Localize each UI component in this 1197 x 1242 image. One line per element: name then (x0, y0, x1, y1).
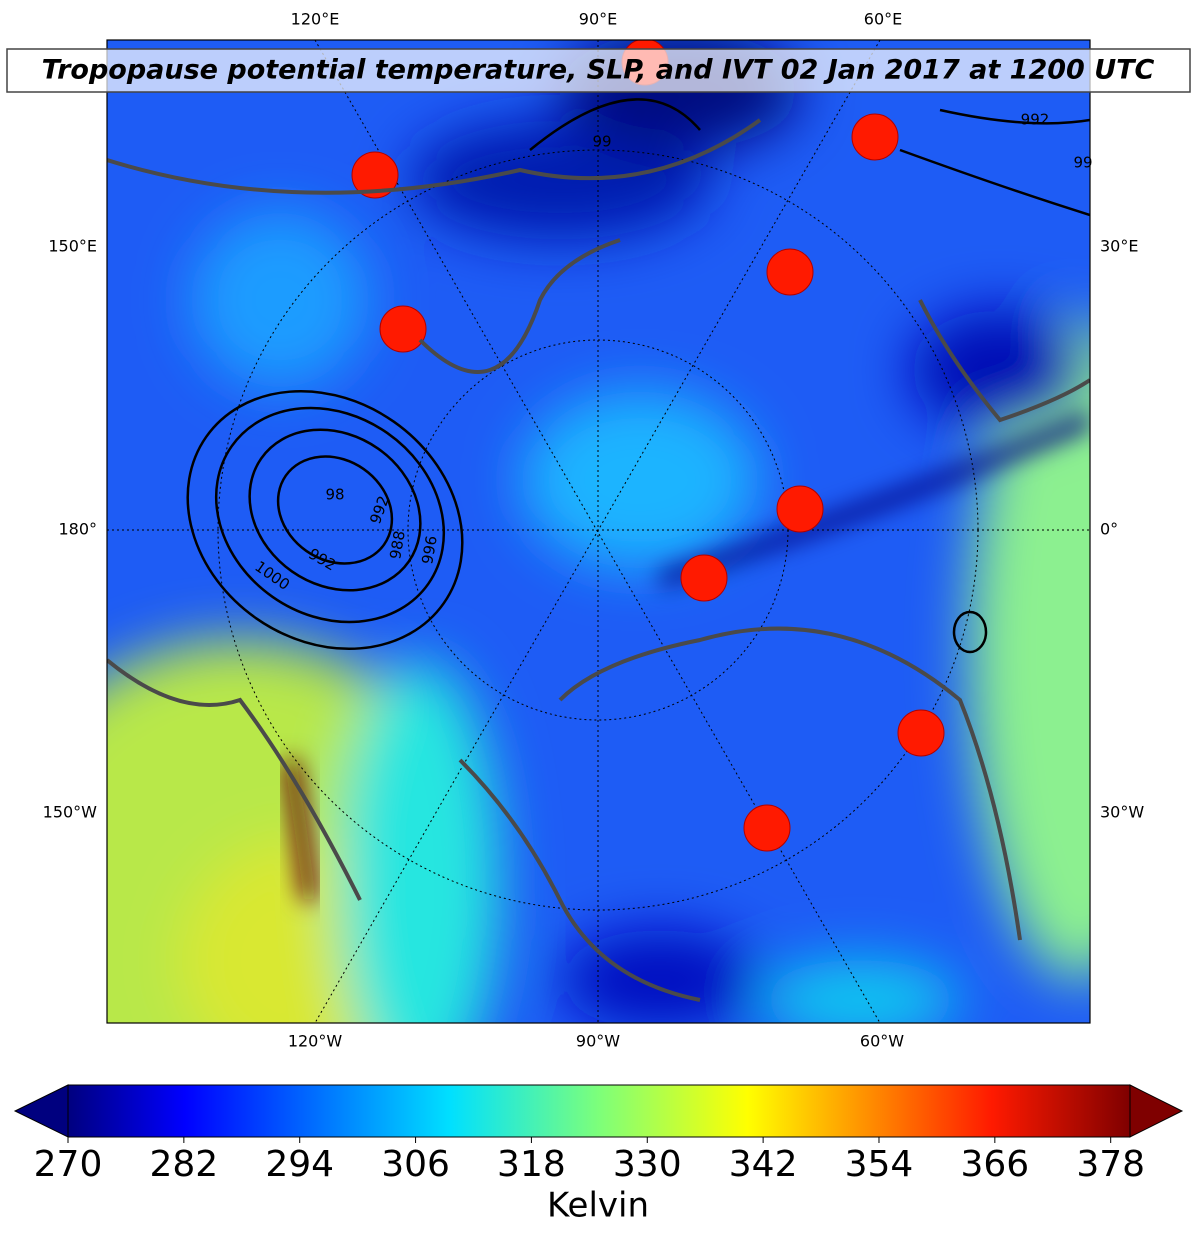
colorbar-tick-label: 270 (34, 1144, 103, 1185)
lon-label: 60°W (860, 1032, 904, 1051)
title-box (6, 48, 1191, 93)
colorbar-body (67, 1084, 1131, 1138)
map (107, 40, 1090, 1023)
map-frame (106, 39, 1091, 1024)
colorbar-extend-low (13, 1084, 69, 1138)
colorbar-tick-label: 294 (265, 1144, 334, 1185)
colorbar-label: Kelvin (547, 1186, 649, 1226)
colorbar-tick-label: 282 (149, 1144, 218, 1185)
lat-label: 150°E (48, 237, 97, 256)
lon-label: 90°W (576, 1032, 620, 1051)
colorbar: Kelvin 270 282 294 306 318 330 342 354 366 378 (13, 1084, 1184, 1226)
lat-label: 150°W (43, 803, 98, 822)
lon-label: 120°E (291, 10, 340, 29)
contour-label: 992 (1021, 111, 1050, 129)
lon-label: 120°W (288, 1032, 343, 1051)
colorbar-tick-label: 306 (381, 1144, 450, 1185)
contour-label: 99 (592, 133, 611, 151)
colorbar-tick-label: 378 (1076, 1144, 1145, 1185)
colorbar-tick-label: 318 (497, 1144, 566, 1185)
contour-label: 988 (386, 529, 409, 560)
contour-label: 99 (1073, 154, 1092, 172)
colorbar-extend-high (1129, 1084, 1184, 1138)
contour-labels: 992 99 98 988 996 992 1000 992 99 (251, 111, 1092, 594)
colorbar-tick-label: 330 (613, 1144, 682, 1185)
colorbar-tick-label: 366 (960, 1144, 1029, 1185)
colorbar-tick-label: 354 (845, 1144, 914, 1185)
axis-labels: 120°E 90°E 60°E 120°W 90°W 60°W 150°E 18… (43, 10, 1145, 1051)
contour-label: 98 (325, 486, 344, 504)
title: Tropopause potential temperature, SLP, a… (42, 55, 1155, 86)
lat-label: 180° (58, 520, 97, 539)
lat-label: 30°W (1100, 803, 1144, 822)
lon-label: 90°E (579, 10, 617, 29)
colorbar-tick-label: 342 (729, 1144, 798, 1185)
lat-label: 0° (1100, 520, 1118, 539)
lat-label: 30°E (1100, 237, 1138, 256)
contour-label: 996 (418, 534, 441, 565)
lon-label: 60°E (864, 10, 902, 29)
